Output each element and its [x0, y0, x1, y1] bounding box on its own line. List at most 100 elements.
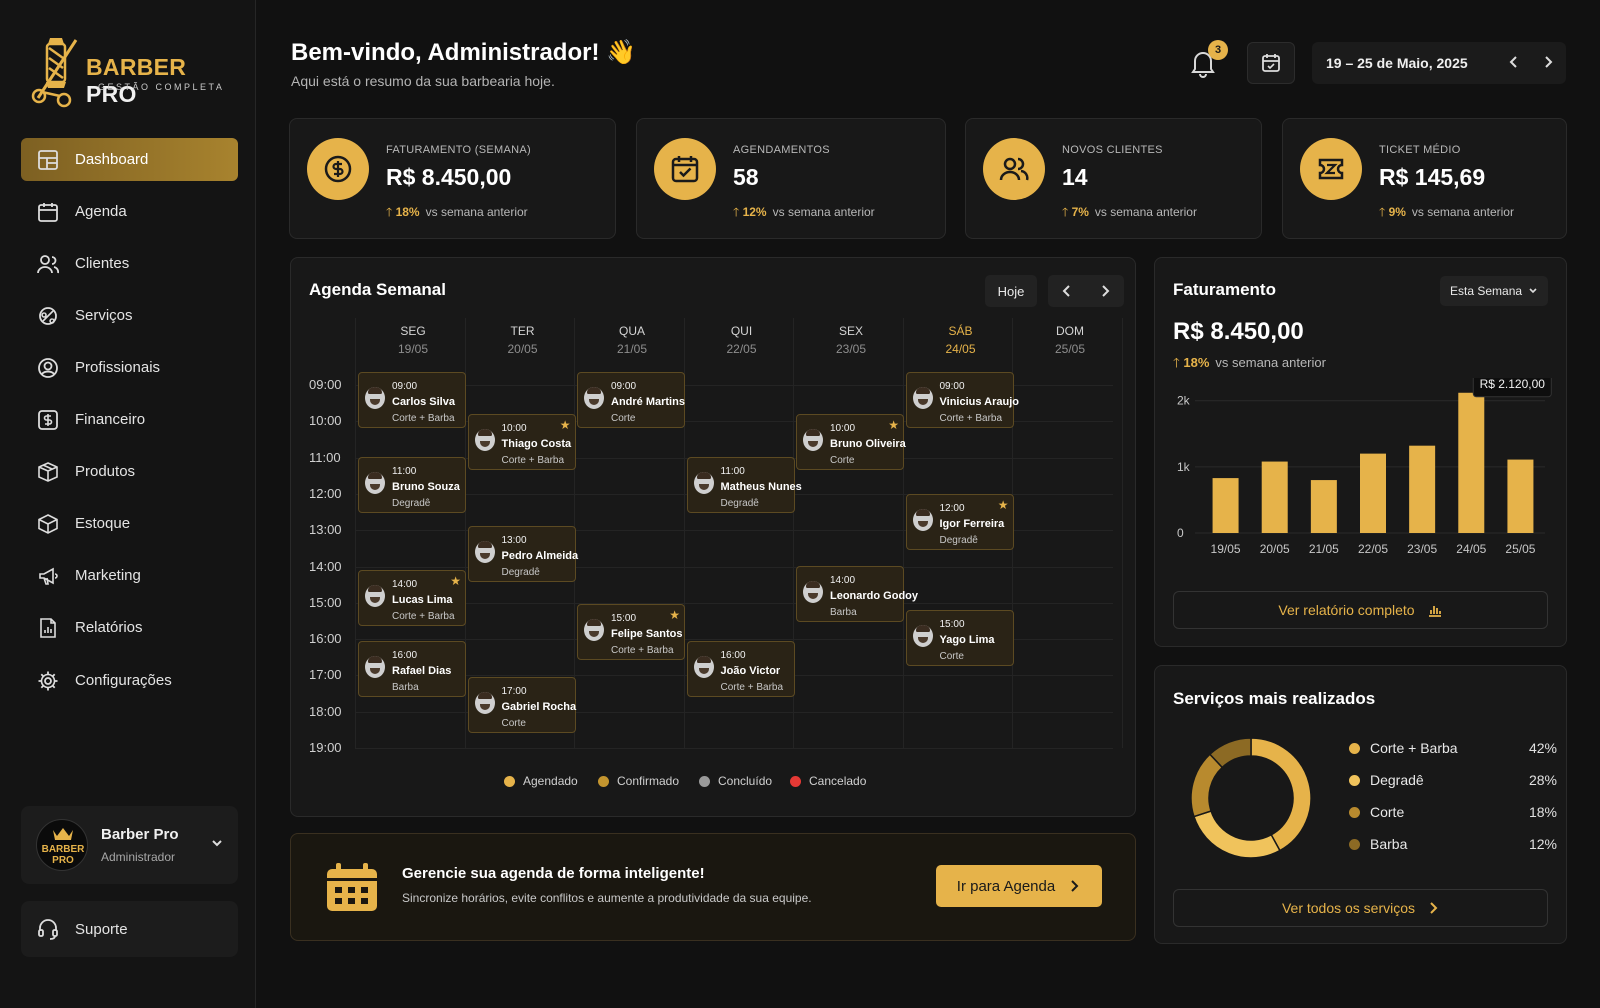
legend-item: Concluído [699, 774, 772, 788]
appointment-card[interactable]: 09:00 Vinicius Araujo Corte + Barba [905, 372, 1019, 428]
chevron-right-icon[interactable] [1098, 284, 1112, 298]
go-to-agenda-button[interactable]: Ir para Agenda [936, 865, 1102, 907]
revenue-bar[interactable] [1310, 480, 1337, 533]
chart-tooltip [1472, 378, 1552, 398]
sidebar-item-configuracoes[interactable]: Configurações [21, 659, 238, 702]
appointment-card[interactable]: 09:00 Carlos Silva Corte + Barba [358, 372, 466, 428]
appointment-card[interactable]: 11:00 Matheus Nunes Degradê [686, 457, 802, 514]
legend-item: Cancelado [790, 774, 866, 788]
grid-hour-line [355, 639, 1113, 641]
appointment-card[interactable]: 12:00 Igor Ferreira Degradê ★ [905, 493, 1014, 550]
appointment-time: 10:00 [501, 422, 527, 434]
appointment-card[interactable]: 10:00 Bruno Oliveira Corte ★ [796, 413, 906, 470]
chevron-down-icon[interactable] [210, 836, 224, 850]
support-button[interactable]: Suporte [21, 901, 238, 957]
grid-column-line [355, 318, 356, 748]
calendar-button[interactable] [1247, 42, 1295, 84]
dollar-coin-icon [324, 155, 352, 183]
grid-hour-line [355, 711, 1113, 713]
legend-dot [598, 775, 609, 787]
appointment-card[interactable]: 16:00 João Victor Corte + Barba [686, 640, 795, 697]
appointment-time: 17:00 [501, 685, 527, 697]
full-report-label: Ver relatório completo [1278, 602, 1415, 618]
sidebar-item-agenda[interactable]: Agenda [21, 190, 238, 233]
donut-slice[interactable] [1192, 810, 1281, 859]
chevron-right-icon[interactable] [1540, 54, 1556, 70]
go-to-agenda-label: Ir para Agenda [956, 877, 1056, 895]
hour-label: 15:00 [309, 594, 342, 610]
appointment-card[interactable]: 17:00 Gabriel Rocha Corte [467, 676, 576, 733]
sidebar-item-label: Estoque [75, 515, 131, 532]
chevron-left-icon[interactable] [1060, 284, 1074, 298]
bell-icon[interactable] [1186, 46, 1220, 80]
kpi-value: 14 [1062, 164, 1088, 190]
revenue-panel: Faturamento Esta Semana R$ 8.450,00 🡑 18… [1154, 257, 1567, 647]
appointment-card[interactable]: 15:00 Felipe Santos Corte + Barba ★ [577, 604, 685, 661]
chevron-left-icon[interactable] [1506, 54, 1522, 70]
client-avatar [474, 428, 495, 451]
legend-label: Confirmado [617, 774, 680, 788]
donut-slice[interactable] [1190, 753, 1224, 818]
client-name: Rafael Dias [392, 664, 452, 677]
sidebar: BARBER PRO GESTÃO COMPLETA Dashboard Agen… [0, 0, 256, 1008]
bar-chart-icon [1428, 606, 1441, 617]
sidebar-item-estoque[interactable]: Estoque [21, 502, 238, 545]
promo-title: Gerencie sua agenda de forma inteligente… [402, 865, 705, 882]
hour-label: 17:00 [309, 667, 342, 683]
hour-label: 19:00 [309, 740, 342, 755]
agenda-nav [1048, 275, 1124, 307]
grid-column-line [902, 318, 904, 748]
revenue-bar[interactable] [1409, 445, 1436, 533]
client-avatar [584, 619, 604, 642]
appointment-time: 13:00 [501, 535, 527, 547]
sidebar-item-dashboard[interactable]: Dashboard [21, 138, 238, 181]
sidebar-item-produtos[interactable]: Produtos [21, 450, 238, 493]
notification-badge: 3 [1208, 40, 1228, 60]
service-name: Corte + Barba [392, 610, 455, 622]
dashboard-icon [38, 149, 58, 170]
day-header: SEG 19/05 [359, 324, 467, 356]
appointment-card[interactable]: 15:00 Yago Lima Corte [905, 609, 1014, 666]
all-services-button[interactable]: Ver todos os serviços [1173, 889, 1548, 927]
grid-hour-line [355, 385, 1113, 386]
revenue-bar[interactable] [1261, 461, 1288, 533]
kpi-trend: 🡑 7% vs semana anterior [1062, 205, 1197, 219]
appointment-card[interactable]: 14:00 Leonardo Godoy Barba [796, 566, 918, 623]
sidebar-item-marketing[interactable]: Marketing [21, 554, 238, 597]
donut-slice[interactable] [1208, 737, 1252, 769]
appointment-card[interactable]: 10:00 Thiago Costa Corte + Barba ★ [467, 413, 576, 470]
service-name: Corte [501, 717, 526, 729]
legend-item: Agendado [504, 774, 578, 788]
period-select[interactable]: Esta Semana [1440, 276, 1548, 306]
star-icon: ★ [559, 417, 571, 432]
appointment-time: 09:00 [392, 381, 418, 392]
day-date: 24/05 [945, 342, 976, 356]
revenue-bar[interactable] [1507, 459, 1534, 533]
appointment-card[interactable]: 16:00 Rafael Dias Barba [358, 640, 466, 697]
sidebar-item-clientes[interactable]: Clientes [21, 242, 238, 285]
sidebar-item-servicos[interactable]: Serviços [21, 294, 238, 337]
today-button[interactable]: Hoje [985, 275, 1037, 307]
kpi-card: AGENDAMENTOS 58 🡑 12% vs semana anterior [636, 118, 946, 239]
grid-column-line [683, 318, 685, 748]
donut-slice[interactable] [1250, 737, 1312, 852]
stock-icon [38, 513, 58, 534]
appointment-time: 14:00 [830, 575, 856, 587]
appointment-card[interactable]: 14:00 Lucas Lima Corte + Barba ★ [358, 569, 466, 626]
appointment-time: 09:00 [939, 381, 965, 392]
client-name: Vinicius Araujo [939, 396, 1019, 408]
ticket-icon [1318, 158, 1344, 180]
sidebar-item-financeiro[interactable]: Financeiro [21, 398, 238, 441]
appointment-card[interactable]: 13:00 Pedro Almeida Degradê [467, 526, 578, 583]
sidebar-item-profissionais[interactable]: Profissionais [21, 346, 238, 389]
date-range-picker[interactable]: 19 – 25 de Maio, 2025 [1312, 42, 1566, 84]
revenue-bar[interactable] [1212, 478, 1239, 533]
profile-card[interactable]: BARBER PRO Barber Pro Administrador [21, 806, 238, 884]
legend-dot [504, 775, 515, 787]
revenue-bar[interactable] [1458, 392, 1485, 533]
revenue-bar[interactable] [1360, 453, 1386, 533]
appointment-card[interactable]: 09:00 André Martins Corte [577, 372, 685, 428]
full-report-button[interactable]: Ver relatório completo [1173, 591, 1548, 629]
sidebar-item-relatorios[interactable]: Relatórios [21, 606, 238, 649]
appointment-card[interactable]: 11:00 Bruno Souza Degradê [358, 457, 466, 514]
